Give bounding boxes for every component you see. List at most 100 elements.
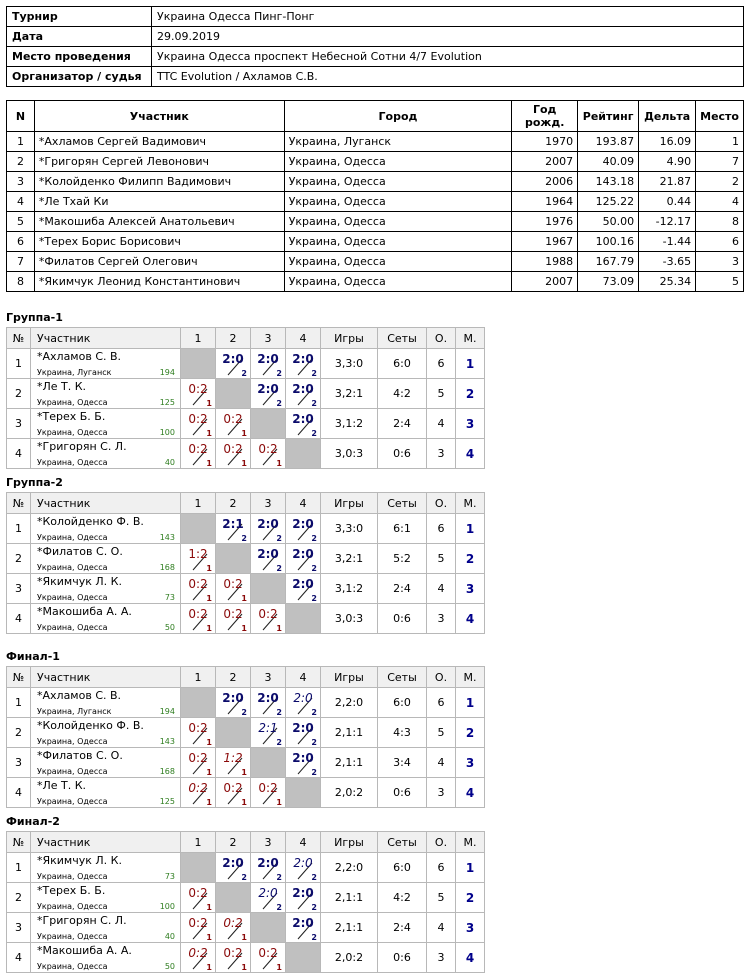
participant-n: 6 xyxy=(6,231,35,252)
games-cell: 3,0:3 xyxy=(320,603,378,634)
player-rating: 100 xyxy=(159,428,175,437)
match-score-cell: 2:0 2 xyxy=(215,348,251,379)
sets-cell: 0:6 xyxy=(377,777,427,808)
group-header-c1: 1 xyxy=(180,327,216,349)
group-header-points: О. xyxy=(426,831,456,853)
games-cell: 3,1:2 xyxy=(320,408,378,439)
row-number: 4 xyxy=(6,942,31,973)
games-cell: 2,1:1 xyxy=(320,747,378,778)
participant-name: *Якимчук Леонид Константинович xyxy=(33,271,285,292)
match-score: 2:0 xyxy=(222,691,244,705)
player-city: Украина, Одесса xyxy=(37,428,108,437)
participant-city: Украина, Одесса xyxy=(283,231,513,252)
player-cell: *Макошиба А. А. Украина, Одесса 50 xyxy=(30,942,181,973)
match-points: 1 xyxy=(241,459,247,468)
row-number: 2 xyxy=(6,378,31,409)
group-header-c3: 3 xyxy=(250,666,286,688)
sets-cell: 6:1 xyxy=(377,513,427,544)
match-score: 2:0 xyxy=(292,916,314,930)
match-score-cell: 0:2 1 xyxy=(215,408,251,439)
self-cell xyxy=(180,687,216,718)
match-score-cell: 2:1 2 xyxy=(215,513,251,544)
group-row: 2 *Филатов С. О. Украина, Одесса 168 1:2 1 2:0… xyxy=(6,543,485,574)
sets-cell: 0:6 xyxy=(377,603,427,634)
group-table: № Участник 1 2 3 4 Игры Сеты О. М. 1 *Ахламов С. В.… xyxy=(6,666,485,808)
match-score-cell: 2:0 2 xyxy=(285,687,321,718)
participant-year: 1964 xyxy=(511,191,579,212)
player-city: Украина, Одесса xyxy=(37,623,108,632)
match-score: 0:2 xyxy=(188,412,208,426)
match-score: 2:0 xyxy=(292,547,314,561)
row-number: 3 xyxy=(6,573,31,604)
match-score: 2:0 xyxy=(293,691,313,705)
participant-row: 8 *Якимчук Леонид Константинович Украина, … xyxy=(6,271,744,292)
group-row: 2 *Ле Т. К. Украина, Одесса 125 0:2 1 2:0 2 2:0 2… xyxy=(6,378,485,409)
group-header-player: Участник xyxy=(30,666,181,688)
row-number: 2 xyxy=(6,717,31,748)
place-cell: 1 xyxy=(455,348,485,379)
sets-cell: 0:6 xyxy=(377,438,427,469)
group-row: 4 *Макошиба А. А. Украина, Одесса 50 0:2 1 0:2… xyxy=(6,603,485,634)
place-cell: 4 xyxy=(455,777,485,808)
player-city: Украина, Одесса xyxy=(37,797,108,806)
participant-year: 1967 xyxy=(511,231,579,252)
match-score: 2:0 xyxy=(292,382,314,396)
match-score: 2:0 xyxy=(292,751,314,765)
match-points: 1 xyxy=(241,624,247,633)
match-score-cell: 2:1 2 xyxy=(250,717,286,748)
match-score-cell: 0:2 1 xyxy=(180,777,216,808)
group-header-n: № xyxy=(6,327,31,349)
participant-place: 7 xyxy=(695,151,744,172)
match-score: 0:2 xyxy=(188,946,208,960)
place-cell: 3 xyxy=(455,573,485,604)
group-header-c2: 2 xyxy=(215,492,251,514)
points-cell: 5 xyxy=(426,882,456,913)
group-title: Группа-2 xyxy=(6,476,63,489)
participant-place: 2 xyxy=(695,171,744,192)
match-points: 1 xyxy=(206,594,212,603)
place-cell: 4 xyxy=(455,942,485,973)
match-score-cell: 0:2 1 xyxy=(215,438,251,469)
participant-year: 2006 xyxy=(511,171,579,192)
match-points: 1 xyxy=(206,738,212,747)
group-header-place: М. xyxy=(455,492,485,514)
group-header-player: Участник xyxy=(30,831,181,853)
diagonal-slash-icon xyxy=(227,952,243,970)
player-city: Украина, Одесса xyxy=(37,737,108,746)
games-cell: 2,1:1 xyxy=(320,912,378,943)
info-value: TTC Evolution / Ахламов С.В. xyxy=(151,66,744,87)
match-points: 2 xyxy=(311,429,317,438)
sets-cell: 2:4 xyxy=(377,573,427,604)
diagonal-slash-icon xyxy=(262,388,278,406)
match-points: 2 xyxy=(241,708,247,717)
row-number: 4 xyxy=(6,777,31,808)
match-points: 1 xyxy=(206,933,212,942)
self-cell xyxy=(215,543,251,574)
self-cell xyxy=(250,573,286,604)
player-city: Украина, Одесса xyxy=(37,872,108,881)
player-name: *Колойденко Ф. В. xyxy=(37,515,144,528)
match-points: 2 xyxy=(311,708,317,717)
participant-row: 3 *Колойденко Филипп Вадимович Украина, Од… xyxy=(6,171,744,192)
group-header-place: М. xyxy=(455,327,485,349)
match-points: 2 xyxy=(311,594,317,603)
header-city: Город xyxy=(283,100,513,132)
diagonal-slash-icon xyxy=(297,862,313,880)
match-score: 0:2 xyxy=(188,382,208,396)
sets-cell: 2:4 xyxy=(377,408,427,439)
group-header-games: Игры xyxy=(320,492,378,514)
match-points: 1 xyxy=(241,963,247,972)
place-cell: 4 xyxy=(455,438,485,469)
diagonal-slash-icon xyxy=(297,418,313,436)
match-score-cell: 2:0 2 xyxy=(285,912,321,943)
player-city: Украина, Одесса xyxy=(37,563,108,572)
games-cell: 2,0:2 xyxy=(320,777,378,808)
participant-n: 8 xyxy=(6,271,35,292)
diagonal-slash-icon xyxy=(297,583,313,601)
header-n: N xyxy=(6,100,35,132)
diagonal-slash-icon xyxy=(262,613,278,631)
group-header-c4: 4 xyxy=(285,666,321,688)
match-score-cell: 0:2 1 xyxy=(215,942,251,973)
match-score: 2:0 xyxy=(257,856,279,870)
group-row: 2 *Колойденко Ф. В. Украина, Одесса 143 0:2 1… xyxy=(6,717,485,748)
